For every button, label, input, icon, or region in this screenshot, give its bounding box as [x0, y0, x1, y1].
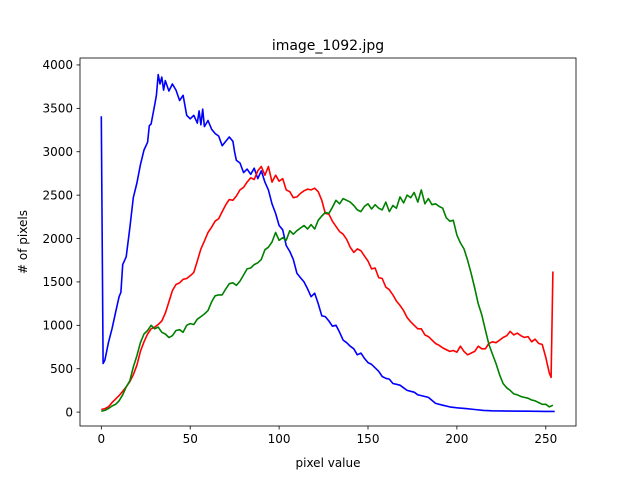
- chart-title: image_1092.jpg: [272, 38, 384, 54]
- x-tick-label: 0: [98, 432, 106, 446]
- x-tick-label: 150: [357, 432, 380, 446]
- y-axis-label: # of pixels: [16, 210, 30, 274]
- x-tick-label: 250: [534, 432, 557, 446]
- histogram-line-1: [100, 73, 555, 413]
- x-axis-label: pixel value: [296, 456, 361, 470]
- y-tick-label: 4000: [42, 58, 73, 72]
- histogram-line-2: [101, 165, 554, 411]
- x-tick-label: 50: [183, 432, 198, 446]
- y-tick-label: 2000: [42, 232, 73, 246]
- y-tick-label: 0: [65, 405, 73, 419]
- histogram-line-3: [101, 189, 554, 412]
- y-axis: 0 500 1000 1500 2000 2500 3000 3500 4000: [42, 58, 80, 419]
- x-tick-label: 200: [445, 432, 468, 446]
- y-tick-label: 3500: [42, 102, 73, 116]
- x-axis: 0 50 100 150 200 250: [98, 426, 557, 446]
- plot-series: [100, 73, 555, 413]
- y-tick-label: 3000: [42, 145, 73, 159]
- y-tick-label: 1500: [42, 275, 73, 289]
- plot-frame: [79, 57, 577, 427]
- y-tick-label: 2500: [42, 188, 73, 202]
- y-tick-label: 500: [50, 362, 73, 376]
- x-tick-label: 100: [268, 432, 291, 446]
- y-tick-label: 1000: [42, 319, 73, 333]
